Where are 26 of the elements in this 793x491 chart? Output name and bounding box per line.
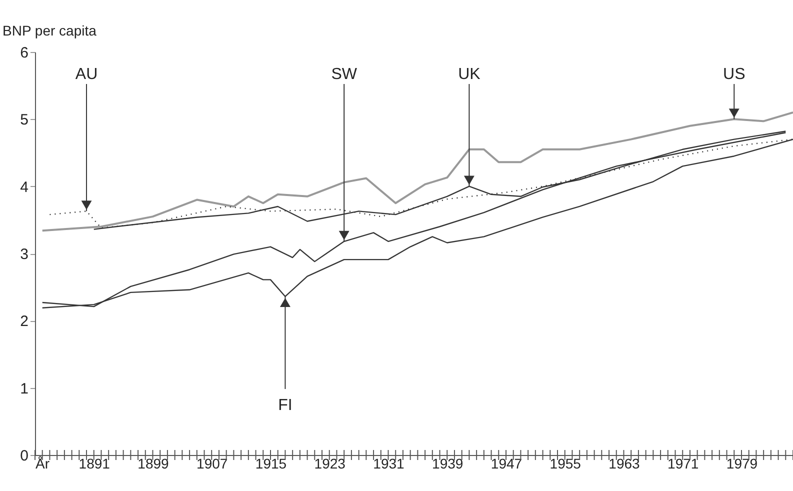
y-tick-label: 4 [20,178,28,196]
y-tick-label: 5 [20,112,28,129]
y-tick-label: 3 [20,246,28,263]
x-tick-label: 1955 [550,456,582,472]
x-tick-label: 1931 [373,456,405,472]
y-tick-label: 2 [20,313,28,330]
x-tick-label: 1899 [138,456,170,472]
x-tick-label: 1923 [314,456,346,472]
x-tick-label: 1979 [726,456,758,472]
x-tick-label: 1947 [490,456,522,472]
x-tick-label: 1907 [196,456,228,472]
annotation: US [723,66,746,83]
y-tick-label: 6 [20,44,28,62]
x-tick-label: År [36,456,50,472]
x-tick-label: 1915 [255,456,287,472]
y-tick-label: 0 [20,448,28,464]
annotation: UK [458,66,481,83]
x-tick-label: 1971 [668,456,699,472]
x-tick-label: 1963 [608,456,640,472]
annotation: FI [278,397,292,414]
y-tick-label: 1 [20,380,28,398]
x-tick-label: 1891 [78,456,110,472]
annotation: SW [331,66,358,83]
x-tick-label: 1939 [432,456,464,472]
annotation: AU [75,66,98,83]
y-axis-title: BNP per capita [2,22,97,38]
